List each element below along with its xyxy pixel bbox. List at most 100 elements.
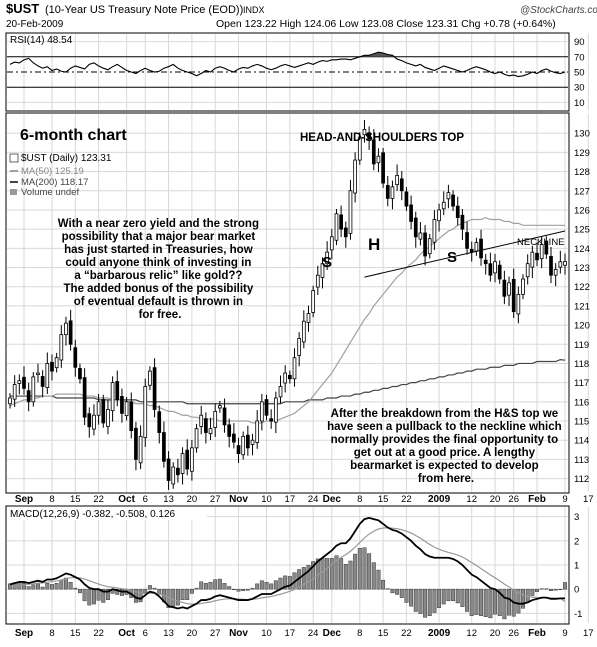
rsi-ticks: 90 70 50 30 10 <box>574 37 585 109</box>
macd-hist-bar-60 <box>287 576 292 590</box>
macd-hist-bar-77 <box>367 553 372 590</box>
candle-body-4 <box>26 390 31 403</box>
neckline-line <box>364 230 566 278</box>
x-tick-label-2: 15 <box>70 494 81 505</box>
macd-hist-bar-50 <box>241 588 246 591</box>
candle-39 <box>190 440 194 481</box>
macd-hist-bar-15 <box>78 588 82 594</box>
candle-body-9 <box>50 361 54 372</box>
candle-body-59 <box>283 372 288 384</box>
candle-body-45 <box>218 405 222 409</box>
candle-body-55 <box>264 399 269 416</box>
candle-body-67 <box>320 263 325 278</box>
rsi-tick-4: 10 <box>574 98 585 109</box>
candle-8 <box>45 352 50 394</box>
candle-body-40 <box>194 428 199 449</box>
candle-98 <box>465 221 469 255</box>
macd-hist-bar-12 <box>64 577 68 590</box>
annotation-left-line-7: of eventual default is thrown in <box>74 296 243 308</box>
macd-hist-bar-39 <box>189 588 194 594</box>
macd-hist-bar-84 <box>399 588 404 598</box>
candle-body-37 <box>180 453 185 474</box>
macd-hist-bar-54 <box>259 580 264 590</box>
macd-hist-bar-38 <box>185 588 190 601</box>
candle-57 <box>273 391 278 434</box>
quote: Open 123.22 High 124.06 Low 123.08 Close… <box>216 18 556 30</box>
price-tick-16: 114 <box>574 436 589 447</box>
x-tick-label-9: Nov <box>229 494 248 505</box>
candle-94 <box>446 184 451 209</box>
candle-body-101 <box>479 238 483 259</box>
candle-body-119 <box>563 261 567 266</box>
candle-90 <box>427 233 432 259</box>
macd-hist-bar-105 <box>497 588 502 616</box>
candle-82 <box>390 180 395 210</box>
brand: @StockCharts.com <box>520 5 597 16</box>
candle-body-2 <box>17 380 22 384</box>
candle-97 <box>460 208 465 241</box>
x-tick-label-1: 8 <box>49 494 54 505</box>
candle-body-23 <box>115 381 120 401</box>
candle-body-8 <box>45 363 50 389</box>
candle-body-108 <box>511 278 516 313</box>
macd-hist-bar-40 <box>194 587 199 590</box>
macd-hist-bar-49 <box>236 588 241 592</box>
x-tick-label-12: 24 <box>308 494 319 505</box>
candle-body-5 <box>31 376 36 403</box>
candle-103 <box>488 252 493 282</box>
candle-0 <box>8 393 12 409</box>
candle-body-107 <box>507 282 511 296</box>
x-tick-label-13: Dec <box>323 628 342 639</box>
macd-hist-bar-68 <box>325 558 330 590</box>
candle-89 <box>423 225 427 266</box>
candle-body-89 <box>423 232 427 257</box>
macd-signal-line <box>9 527 566 605</box>
candle-body-60 <box>287 374 292 380</box>
candle-102 <box>483 253 488 275</box>
x-tick-label-22: 9 <box>562 628 567 639</box>
price-tick-2: 128 <box>574 167 590 178</box>
annotation-left-line-5: a “barbarous relic” like gold?? <box>74 270 242 282</box>
candle-58 <box>278 375 283 404</box>
macd-hist-bar-74 <box>353 553 358 590</box>
candle-76 <box>362 119 367 143</box>
x-tick-label-12: 24 <box>308 628 319 639</box>
candle-body-54 <box>259 401 264 422</box>
candle-body-77 <box>367 132 371 140</box>
candle-91 <box>432 210 437 251</box>
price-tick-14: 116 <box>574 397 589 408</box>
candle-body-1 <box>12 384 17 400</box>
macd-hist-bar-78 <box>371 562 376 590</box>
candle-70 <box>334 208 339 246</box>
candle-body-94 <box>446 192 451 200</box>
macd-hist-bar-55 <box>264 582 269 590</box>
macd-hist-bar-70 <box>334 555 339 590</box>
candle-body-85 <box>404 191 409 207</box>
candle-92 <box>437 203 441 232</box>
candle-26 <box>129 392 134 439</box>
candle-body-14 <box>73 347 78 368</box>
candle-body-38 <box>185 449 190 470</box>
candle-body-16 <box>82 377 87 418</box>
macd-hist-bar-17 <box>87 588 92 606</box>
candle-24 <box>120 388 124 423</box>
candle-body-102 <box>483 259 488 265</box>
price-tick-17: 113 <box>574 455 589 466</box>
macd-hist-bar-82 <box>390 588 395 594</box>
candle-74 <box>353 152 357 203</box>
x-tick-label-17: 2009 <box>428 494 451 505</box>
macd-line <box>9 516 566 610</box>
macd-hist-bar-115 <box>544 588 549 590</box>
candle-body-92 <box>437 209 441 222</box>
price-tick-13: 117 <box>574 378 589 389</box>
candle-77 <box>367 126 371 150</box>
candle-body-25 <box>124 401 129 417</box>
macd-hist-bar-51 <box>245 588 250 591</box>
x-tick-label-16: 22 <box>401 628 412 639</box>
legend: $UST (Daily) 123.31 MA(50) 125.19 MA(200… <box>9 153 112 198</box>
candle-body-65 <box>311 290 316 313</box>
date: 20-Feb-2009 <box>6 19 64 30</box>
macd-hist-bar-4 <box>26 586 31 590</box>
candle-2 <box>17 374 22 395</box>
macd-hist-bar-109 <box>516 588 521 614</box>
